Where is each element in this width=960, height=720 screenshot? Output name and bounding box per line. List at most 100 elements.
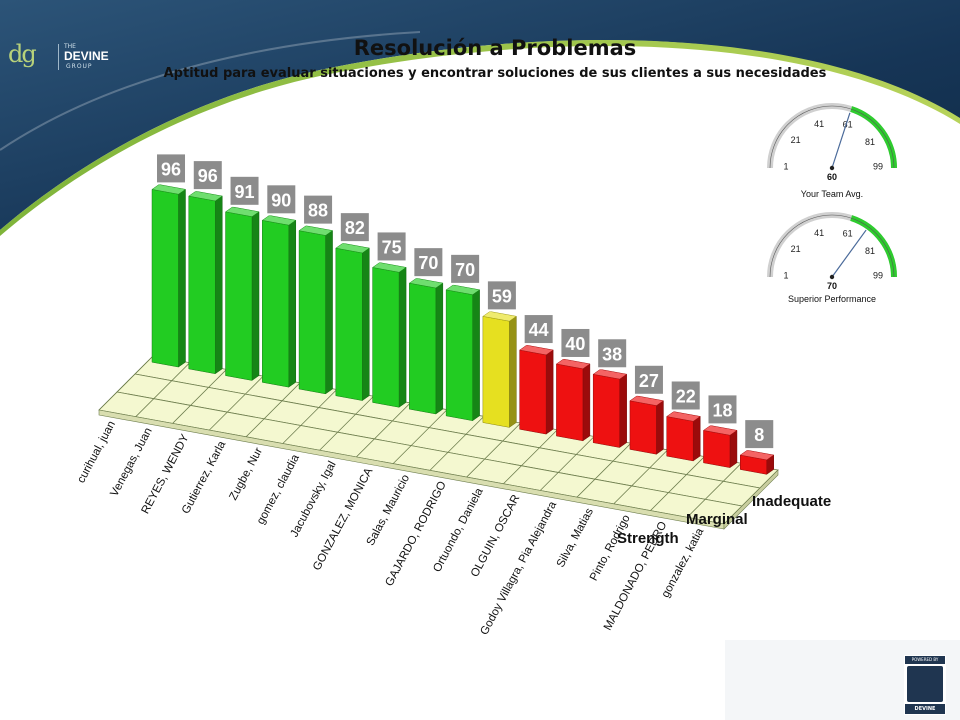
- page-subtitle: Aptitud para evaluar situaciones y encon…: [163, 66, 827, 81]
- bar-side: [178, 188, 186, 368]
- bar-top: [702, 425, 738, 436]
- category-label: curihual, juan: [75, 419, 118, 485]
- data-label-group: 40: [559, 326, 592, 359]
- data-label: 44: [529, 320, 549, 340]
- bar-group: [151, 184, 187, 368]
- page-title: Resolución a Problemas: [353, 36, 637, 60]
- bar: [262, 220, 290, 388]
- data-label: 8: [754, 425, 764, 445]
- category-label: Venegas, Juan: [108, 426, 154, 499]
- data-label: 22: [676, 386, 696, 406]
- category-label: Silva, Matias: [555, 506, 596, 569]
- data-label-group: 70: [412, 246, 445, 279]
- gauge-hub: [829, 274, 835, 280]
- bar-side: [472, 289, 480, 422]
- data-label: 90: [271, 190, 291, 210]
- floor-gridline: [392, 409, 448, 464]
- category-label: Zugbe, Nur: [227, 446, 265, 503]
- data-label: 91: [235, 182, 255, 202]
- row-label: Marginal: [686, 511, 748, 528]
- bar-group: [666, 411, 701, 462]
- bar-group: [592, 369, 628, 448]
- logo-separator: [58, 44, 59, 70]
- bar-side: [509, 315, 517, 428]
- data-label-box: [155, 152, 188, 185]
- data-label-box: [338, 211, 371, 244]
- chart-floor: [98, 355, 779, 530]
- bars: [151, 184, 775, 475]
- logo-group: GROUP: [66, 63, 93, 70]
- floor-gridline: [245, 382, 301, 438]
- data-label: 96: [161, 159, 181, 179]
- data-label-group: 8: [743, 418, 776, 451]
- bar-side: [398, 266, 407, 408]
- gauge-label: Superior Performance: [788, 294, 876, 304]
- floor-gridline: [539, 436, 595, 491]
- data-label-group: 75: [375, 230, 408, 263]
- data-label: 75: [382, 237, 402, 257]
- logo-the: THE: [64, 43, 76, 50]
- gauge: 1 21 41 61 81 99 70 Superior Performance: [767, 212, 897, 304]
- bar-top: [298, 225, 334, 236]
- bar-side: [545, 349, 554, 435]
- gauge: 1 21 41 61 81 99 60 Your Team Avg.: [767, 103, 897, 199]
- data-label-group: 44: [522, 313, 555, 346]
- bar-group: [629, 395, 665, 455]
- data-label-group: 27: [632, 363, 665, 396]
- bar: [592, 373, 620, 448]
- data-label: 82: [345, 218, 365, 238]
- row-label: Inadequate: [752, 493, 831, 510]
- gauge-tick: 61: [843, 229, 853, 239]
- data-label: 96: [198, 166, 218, 186]
- bar-side: [656, 400, 664, 455]
- bar-top: [371, 262, 407, 273]
- gauge-tick: 41: [814, 119, 824, 129]
- bar-side: [619, 373, 627, 448]
- data-label-group: 22: [669, 379, 702, 412]
- bar-top: [482, 311, 517, 322]
- bar-top: [445, 284, 481, 295]
- category-label: Salas, Mauricio: [365, 473, 413, 548]
- floor-side: [723, 469, 779, 530]
- bar-group: [298, 225, 334, 395]
- bar-side: [251, 211, 260, 381]
- bar: [372, 267, 400, 408]
- powered-by-name: DEVINE: [905, 704, 945, 714]
- category-label: Godoy Villagra, Pia Alejandra: [478, 499, 559, 637]
- gauge-tick: 21: [791, 135, 801, 145]
- data-label: 70: [418, 253, 438, 273]
- powered-by-label: POWERED BY: [905, 656, 945, 664]
- bar-side: [692, 415, 701, 462]
- bar: [556, 363, 584, 442]
- bar-group: [482, 311, 517, 428]
- data-label-group: 90: [265, 183, 298, 216]
- data-label-group: 38: [596, 337, 629, 370]
- data-label: 27: [639, 371, 659, 391]
- bar: [445, 289, 473, 421]
- bar: [151, 189, 179, 368]
- bar: [188, 195, 216, 375]
- floor-gridline: [98, 355, 154, 411]
- data-label-box: [743, 418, 776, 451]
- data-label-box: [375, 230, 408, 263]
- bar-top: [224, 206, 260, 217]
- floor-gridline: [429, 416, 485, 471]
- data-label-group: 96: [191, 159, 224, 192]
- data-label-group: 96: [155, 152, 188, 185]
- floor-gridline: [209, 375, 264, 431]
- powered-by-mark: [907, 666, 943, 702]
- bar: [666, 416, 694, 462]
- bar: [482, 316, 510, 428]
- data-labels: 96 96 91 90 88 82 75 70 70 59 44 40 38 27 22 18 8: [155, 152, 776, 451]
- category-label: Pinto, Rodrigo: [588, 513, 633, 583]
- data-label-box: [596, 337, 629, 370]
- powered-by-badge: POWERED BY DEVINE: [904, 655, 946, 715]
- bar-side: [288, 219, 297, 388]
- floor-gridline: [576, 442, 632, 498]
- gauge-tick: 99: [873, 271, 883, 281]
- navy-band-shape: [0, 0, 960, 230]
- bar-side: [582, 363, 591, 442]
- bar-group: [224, 206, 260, 381]
- category-label: Jacubovsky, Igal: [289, 459, 339, 539]
